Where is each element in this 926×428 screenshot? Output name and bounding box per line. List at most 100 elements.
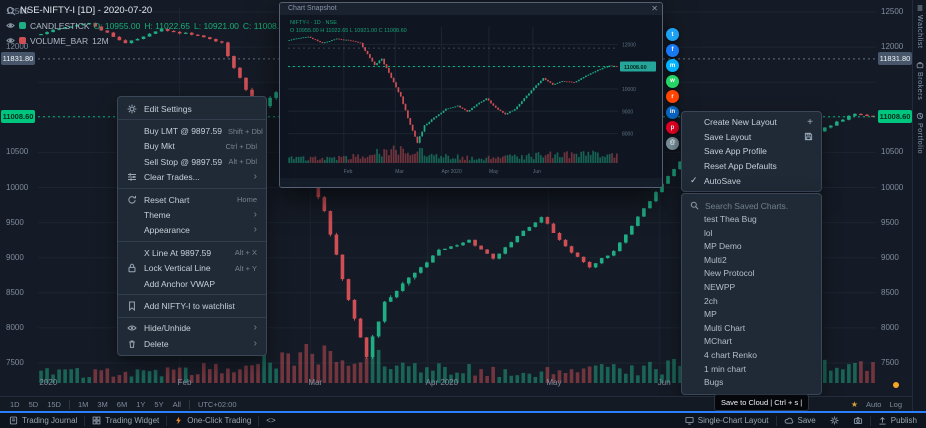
- publish-button[interactable]: Publish: [871, 413, 924, 428]
- volume-value: 12M: [92, 35, 109, 46]
- menu-item-save-app-profile[interactable]: Save App Profile: [682, 144, 821, 159]
- star-icon[interactable]: ★: [850, 399, 859, 409]
- saved-chart-item[interactable]: MChart: [704, 336, 732, 347]
- menu-item-x-line[interactable]: X Line At 9897.59 Alt + X: [118, 245, 266, 260]
- menu-item-sell-stop[interactable]: Sell Stop @ 9897.59 Alt + Dbl: [118, 154, 266, 169]
- menu-shortcut: Home: [236, 195, 257, 205]
- snapshot-preview-window[interactable]: Chart Snapshot ✕ 12000110001000090008000…: [279, 2, 663, 188]
- share-twitter-icon[interactable]: t: [666, 28, 679, 41]
- saved-chart-item[interactable]: 1 min chart: [704, 363, 747, 374]
- saved-chart-item[interactable]: Multi2: [704, 254, 727, 265]
- menu-item-label: Appearance: [144, 225, 190, 236]
- timeframe-bar: 1D 5D 15D 1M 3M 6M 1Y 5Y All UTC+02:00 ★…: [0, 396, 912, 411]
- menu-item-label: Save Layout: [704, 131, 752, 142]
- menu-item-hide-unhide[interactable]: Hide/Unhide ›: [118, 321, 266, 336]
- eye-icon[interactable]: [6, 21, 15, 30]
- volume-series-name[interactable]: VOLUME_BAR: [30, 35, 89, 46]
- menu-item-buy-lmt[interactable]: Buy LMT @ 9897.59 Shift + Dbl: [118, 123, 266, 138]
- menu-item-reset-app-defaults[interactable]: Reset App Defaults: [682, 159, 821, 174]
- share-whatsapp-icon[interactable]: w: [666, 74, 679, 88]
- share-email-icon[interactable]: @: [666, 136, 679, 150]
- saved-chart-item[interactable]: 2ch: [704, 295, 718, 306]
- camera-button[interactable]: [846, 413, 870, 428]
- menu-item-buy-mkt[interactable]: Buy Mkt Ctrl + Dbl: [118, 139, 266, 154]
- close-icon[interactable]: ✕: [651, 4, 658, 13]
- menu-item-label: Delete: [144, 338, 169, 349]
- range-button-all[interactable]: All: [172, 399, 181, 409]
- menu-item-label: Add Anchor VWAP: [144, 278, 216, 289]
- menu-item-label: Hide/Unhide: [144, 323, 191, 334]
- trading-journal-button[interactable]: Trading Journal: [2, 413, 84, 428]
- menu-shortcut: Shift + Dbl: [227, 126, 263, 136]
- menu-item-autosave[interactable]: ✓ AutoSave: [682, 173, 821, 188]
- code-button[interactable]: <>: [259, 413, 282, 428]
- settings-button[interactable]: [823, 413, 846, 428]
- divider: [188, 399, 190, 409]
- menu-item-appearance[interactable]: Appearance ›: [118, 223, 266, 238]
- menu-item-add-to-watchlist[interactable]: Add NIFTY-I to watchlist: [118, 298, 266, 313]
- range-button-5y[interactable]: 5Y: [154, 399, 164, 409]
- menu-item-reset-chart[interactable]: Reset Chart Home: [118, 192, 266, 207]
- range-button-1m[interactable]: 1M: [77, 399, 89, 409]
- one-click-trading-button[interactable]: One-Click Trading: [167, 413, 258, 428]
- chevron-right-icon: ›: [253, 322, 257, 334]
- menu-item-label: Reset Chart: [144, 194, 190, 205]
- saved-chart-item[interactable]: test Thea Bug: [704, 214, 757, 224]
- eye-icon[interactable]: [6, 36, 15, 45]
- symbol-title[interactable]: NSE-NIFTY-I [1D] - 2020-07-20: [20, 5, 153, 16]
- share-pinterest-icon[interactable]: p: [666, 121, 679, 134]
- saved-chart-item[interactable]: lol: [704, 227, 713, 238]
- share-messenger-icon[interactable]: m: [666, 59, 679, 72]
- sidebar-tab-brokers[interactable]: Brokers: [916, 61, 924, 100]
- saved-charts-search[interactable]: Search Saved Charts.: [682, 198, 821, 213]
- saved-chart-item[interactable]: MP Demo: [704, 241, 742, 252]
- svg-text:Feb: Feb: [344, 169, 353, 175]
- lock-icon: [127, 263, 138, 273]
- saved-chart-item[interactable]: Multi Chart: [704, 322, 746, 333]
- sidebar-tab-watchlist[interactable]: Watchlist: [916, 4, 924, 49]
- log-scale-button[interactable]: Log: [889, 399, 902, 409]
- sidebar-tab-portfolio[interactable]: Portfolio: [916, 112, 924, 154]
- toolbar-label: Save: [797, 416, 816, 425]
- share-reddit-icon[interactable]: r: [666, 90, 679, 103]
- range-button-5d[interactable]: 5D: [28, 399, 39, 409]
- menu-item-label: Create New Layout: [704, 117, 777, 128]
- ohlc-open: O: 10955.00: [93, 20, 141, 31]
- search-placeholder: Search Saved Charts.: [705, 200, 789, 211]
- menu-item-theme[interactable]: Theme ›: [118, 207, 266, 222]
- menu-item-add-anchor-vwap[interactable]: Add Anchor VWAP: [118, 276, 266, 291]
- menu-item-save-layout[interactable]: Save Layout: [682, 130, 821, 145]
- auto-scale-button[interactable]: Auto: [866, 399, 882, 409]
- range-button-1d[interactable]: 1D: [10, 399, 20, 409]
- save-button[interactable]: Save: [777, 413, 823, 428]
- timezone-button[interactable]: UTC+02:00: [197, 399, 237, 409]
- snapshot-footer: [280, 178, 662, 187]
- saved-chart-item[interactable]: NEWPP: [704, 281, 736, 292]
- menu-divider: [118, 294, 266, 296]
- trading-widget-button[interactable]: Trading Widget: [85, 413, 166, 428]
- sidebar-tab-label: Brokers: [916, 71, 923, 100]
- menu-item-lock-vertical-line[interactable]: Lock Vertical Line Alt + Y: [118, 261, 266, 276]
- series-marker: [19, 22, 26, 29]
- menu-item-delete[interactable]: Delete ›: [118, 336, 266, 351]
- single-chart-layout-button[interactable]: Single-Chart Layout: [678, 413, 776, 428]
- menu-item-edit-settings[interactable]: Edit Settings: [118, 101, 266, 116]
- range-button-3m[interactable]: 3M: [97, 399, 108, 409]
- chevron-right-icon: ›: [253, 209, 257, 221]
- saved-chart-item[interactable]: MP: [704, 309, 717, 320]
- menu-item-label: Buy Mkt: [144, 141, 175, 152]
- menu-item-clear-trades[interactable]: Clear Trades... ›: [118, 170, 266, 185]
- save-disk-icon: [804, 132, 813, 141]
- share-linkedin-icon[interactable]: in: [666, 105, 679, 119]
- range-button-6m[interactable]: 6M: [116, 399, 128, 409]
- saved-chart-item[interactable]: 4 chart Renko: [704, 349, 757, 360]
- series-name[interactable]: CANDLESTICK: [30, 20, 90, 31]
- saved-chart-item[interactable]: Bugs: [704, 377, 724, 388]
- range-button-15d[interactable]: 15D: [47, 399, 61, 409]
- range-button-1y[interactable]: 1Y: [136, 399, 146, 409]
- chevron-right-icon: ›: [253, 337, 257, 349]
- search-icon[interactable]: [6, 6, 16, 16]
- menu-item-create-new-layout[interactable]: Create New Layout +: [682, 115, 821, 130]
- share-facebook-icon[interactable]: f: [666, 43, 679, 57]
- saved-chart-item[interactable]: New Protocol: [704, 268, 755, 279]
